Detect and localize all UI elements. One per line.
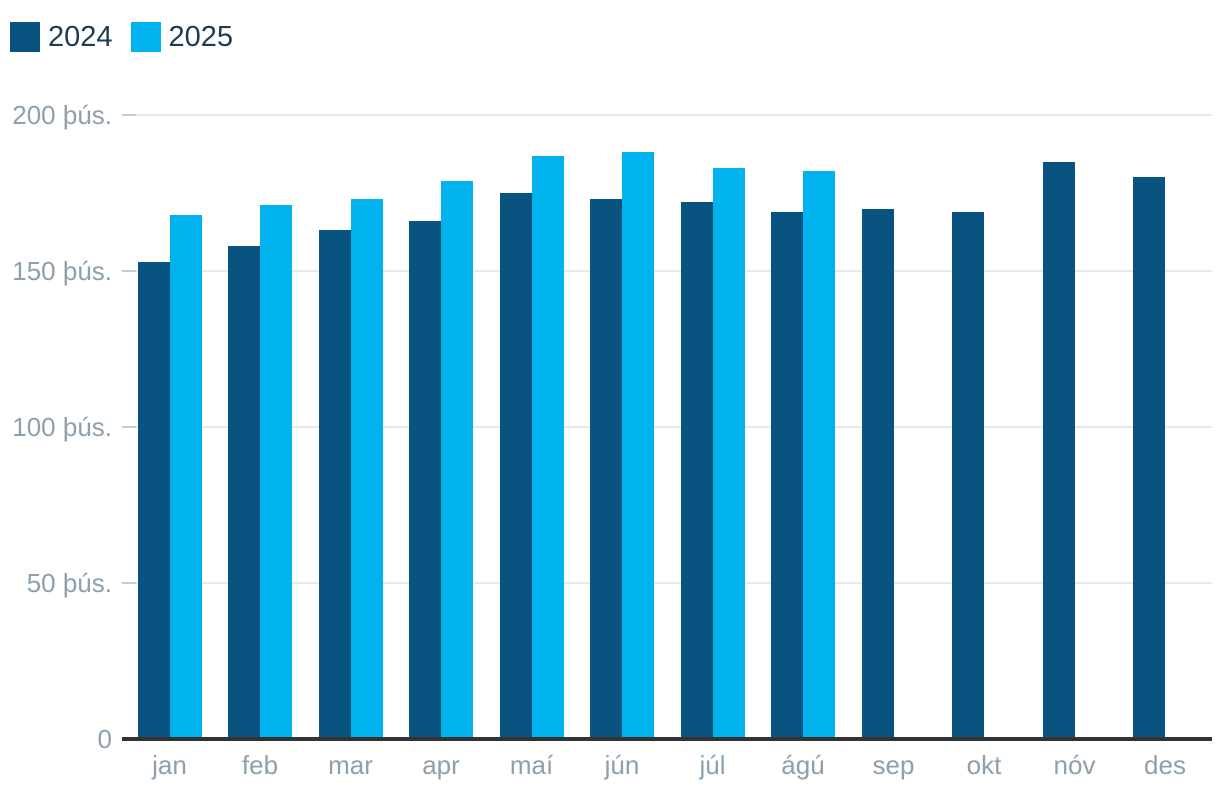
bar-2024-okt [952,211,984,739]
bar-2024-maí [499,193,532,739]
y-axis-label-100: 100 þús. [12,412,112,442]
x-axis-label-júl: júl [699,750,726,780]
x-axis-label-jún: jún [604,750,640,780]
y-axis-label-0: 0 [97,724,112,754]
x-axis-label-maí: maí [509,750,554,780]
bar-2024-jan [137,261,170,739]
x-axis-label-mar: mar [328,750,373,780]
bar-2025-mar [350,199,383,739]
bar-2024-sep [861,208,894,739]
gridline-150 [122,270,1212,272]
bar-2024-nóv [1042,161,1075,739]
bar-2025-júl [712,168,745,739]
gridline-50 [122,582,1212,584]
legend-item-2024: 2024 [10,22,113,52]
x-axis-label-apr: apr [422,750,460,780]
y-axis-label-200: 200 þús. [12,100,112,130]
bar-2025-feb [260,205,292,739]
legend-swatch-2024-icon [10,22,40,52]
y-tick-200 [122,114,136,116]
gridline-100 [122,426,1212,428]
bar-2024-feb [228,246,260,739]
bar-2025-ágú [803,171,835,739]
bar-2024-ágú [771,211,803,739]
legend-label-2024: 2024 [48,21,113,53]
legend-item-2025: 2025 [130,21,234,53]
chart-legend: 2024 2025 [10,22,233,52]
bar-2025-jan [169,214,202,739]
x-axis-label-sep: sep [872,750,915,780]
y-tick-150 [122,270,136,272]
bar-2024-júl [680,202,713,739]
legend-label-2025: 2025 [168,21,234,53]
x-axis-label-okt: okt [966,750,1002,780]
bar-2024-des [1133,177,1165,739]
x-axis-label-ágú: ágú [781,750,825,780]
bar-2025-apr [441,180,473,739]
y-tick-100 [122,426,136,428]
legend-swatch-2025-icon [130,22,161,52]
y-axis-label-150: 150 þús. [12,256,112,286]
x-axis-label-jan: jan [152,750,187,780]
bar-2025-jún [622,152,654,739]
gridline-200 [122,114,1212,116]
bar-2025-maí [531,155,564,739]
y-tick-50 [122,582,136,584]
x-axis-label-des: des [1144,750,1186,780]
y-axis-label-50: 50 þús. [26,568,112,598]
x-axis-label-nóv: nóv [1053,750,1096,780]
x-axis-line [122,737,1212,741]
bar-2024-jún [590,199,622,739]
bar-2024-apr [409,221,441,739]
bar-2024-mar [318,230,351,739]
x-axis-label-feb: feb [241,750,279,780]
